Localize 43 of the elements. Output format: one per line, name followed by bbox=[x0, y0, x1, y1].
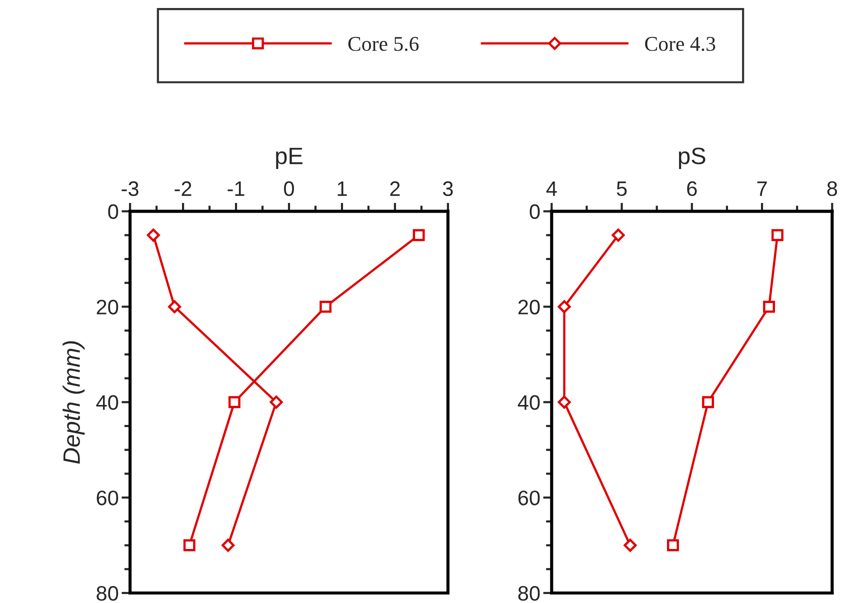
x-tick-label: 7 bbox=[757, 182, 767, 196]
point bbox=[624, 538, 637, 552]
point bbox=[270, 396, 283, 409]
x-tick-label: -1 bbox=[228, 182, 244, 196]
point bbox=[771, 229, 784, 242]
chart-title: pS bbox=[678, 148, 706, 169]
point bbox=[558, 396, 571, 409]
point bbox=[412, 229, 425, 242]
point bbox=[168, 300, 182, 314]
point bbox=[702, 396, 714, 408]
x-tick-label: -2 bbox=[174, 181, 192, 196]
point bbox=[222, 538, 235, 552]
x-tick-label: 0 bbox=[284, 181, 294, 196]
point bbox=[763, 300, 776, 313]
x-tick-label: 2 bbox=[390, 181, 400, 196]
y-tick-label: 40 bbox=[518, 395, 540, 410]
y-tick-label: 0 bbox=[530, 204, 540, 220]
point bbox=[666, 539, 679, 552]
y-tick-label: 80 bbox=[96, 586, 118, 601]
point bbox=[612, 228, 625, 242]
y-tick-label: 60 bbox=[518, 490, 540, 506]
point bbox=[183, 539, 196, 552]
point bbox=[228, 396, 240, 408]
chart-title: pE bbox=[276, 148, 302, 169]
x-tick-label: 4 bbox=[546, 182, 557, 196]
y-tick-label: 60 bbox=[96, 490, 118, 506]
y-tick-label: 20 bbox=[518, 300, 540, 314]
x-tick-label: 3 bbox=[442, 181, 453, 196]
x-tick-label: 1 bbox=[338, 182, 347, 196]
y-axis-title: Depth (mm) bbox=[62, 341, 85, 464]
x-tick-label: 6 bbox=[687, 181, 697, 196]
text: Core 5.6 bbox=[348, 36, 419, 52]
x-tick-label: -3 bbox=[122, 181, 138, 196]
point bbox=[320, 300, 332, 313]
x-tick-label: 8 bbox=[827, 181, 838, 196]
y-tick-label: 40 bbox=[96, 395, 118, 410]
y-tick-label: 80 bbox=[518, 586, 540, 601]
y-tick-label: 0 bbox=[108, 204, 118, 220]
point bbox=[146, 228, 160, 242]
x-tick-label: 5 bbox=[616, 182, 627, 196]
text: Core 4.3 bbox=[645, 36, 716, 52]
y-tick-label: 20 bbox=[96, 300, 118, 314]
point bbox=[558, 300, 571, 314]
